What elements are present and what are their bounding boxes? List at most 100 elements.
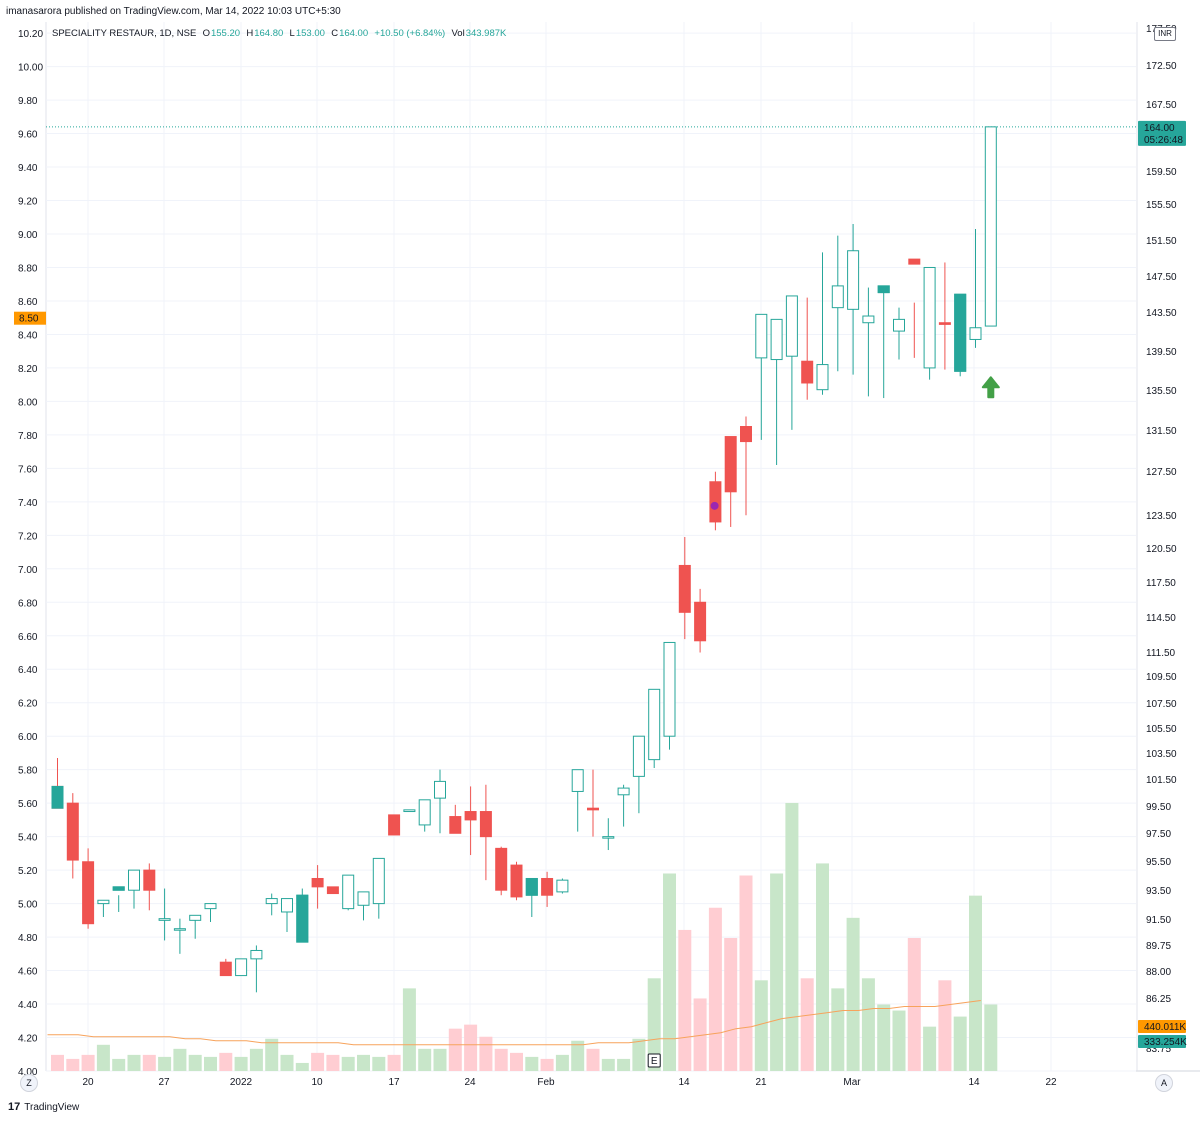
candle-body — [648, 688, 661, 761]
candle-body — [984, 126, 997, 327]
left-axis-tick: 8.80 — [18, 263, 38, 274]
volume-bar — [402, 988, 416, 1071]
right-axis-tick: 139.50 — [1146, 347, 1177, 358]
candle-body — [510, 864, 523, 898]
volume-bar — [724, 937, 738, 1071]
volume-bar — [188, 1054, 202, 1071]
legend-change: +10.50 (+6.84%) — [374, 28, 446, 39]
volume-bar — [907, 937, 921, 1071]
time-axis-label: 10 — [311, 1077, 323, 1088]
volume-bar — [861, 978, 875, 1071]
candle-body — [816, 364, 829, 391]
right-axis-tick: 111.50 — [1146, 648, 1176, 659]
candle-body — [326, 886, 339, 895]
left-axis-tick: 7.60 — [18, 464, 38, 475]
time-axis-label: 27 — [158, 1077, 170, 1088]
candle-body — [785, 295, 798, 357]
right-axis-tick: 107.50 — [1146, 699, 1177, 710]
volume-bar — [831, 988, 845, 1071]
left-axis-tick: 7.00 — [18, 565, 38, 576]
candle-body — [587, 807, 599, 811]
left-axis-tick: 9.00 — [18, 230, 38, 241]
right-axis-tick: 135.50 — [1146, 386, 1177, 397]
left-axis-tick: 7.20 — [18, 531, 38, 542]
right-axis-tick: 151.50 — [1146, 236, 1177, 247]
left-axis-tick: 4.80 — [18, 933, 38, 944]
earnings-marker-icon — [647, 1053, 661, 1068]
left-axis-tick: 9.40 — [18, 163, 38, 174]
right-axis-tick: 131.50 — [1146, 426, 1177, 437]
volume-bar — [770, 873, 784, 1071]
earnings-marker-label: E — [651, 1056, 658, 1067]
legend-open-value: 155.20 — [210, 28, 241, 39]
symbol-legend: SPECIALITY RESTAUR, 1D, NSE O155.20 H164… — [52, 28, 507, 39]
candle-body — [128, 869, 140, 891]
left-axis-tick: 8.40 — [18, 330, 38, 341]
legend-close-label: C — [331, 28, 339, 39]
right-axis-tick: 101.50 — [1146, 775, 1177, 786]
candle-body — [770, 318, 783, 361]
left-axis-tick: 4.60 — [18, 967, 38, 978]
volume-bar — [96, 1044, 110, 1071]
volume-bar — [433, 1048, 447, 1071]
time-axis-label: 21 — [755, 1077, 767, 1088]
volume-bar — [127, 1054, 141, 1071]
candle-body — [571, 769, 584, 792]
candle-body — [342, 874, 355, 910]
currency-badge[interactable]: INR — [1154, 27, 1176, 41]
left-axis-tick: 5.60 — [18, 799, 38, 810]
right-axis-tick: 86.25 — [1146, 994, 1171, 1005]
left-axis-tick: 8.20 — [18, 364, 38, 375]
volume-ma-line — [47, 1000, 981, 1046]
candle-body — [556, 879, 569, 893]
volume-ma-value: 440.011K — [1144, 1022, 1186, 1033]
publisher-text: imanasarora published on TradingView.com… — [6, 6, 341, 17]
volume-bar — [555, 1054, 569, 1071]
right-axis-tick: 91.50 — [1146, 915, 1171, 926]
candle-body — [357, 891, 370, 906]
right-axis-tick: 97.50 — [1146, 829, 1171, 840]
candle-body — [235, 958, 248, 977]
candle-body — [678, 564, 691, 613]
candle-body — [204, 903, 217, 910]
right-axis-tick: 89.75 — [1146, 941, 1171, 952]
left-axis-tick: 6.20 — [18, 699, 38, 710]
right-axis-tick: 159.50 — [1146, 167, 1177, 178]
auto-scale-button[interactable]: A — [1155, 1074, 1173, 1092]
candle-body — [311, 877, 324, 888]
left-axis-tick: 5.80 — [18, 766, 38, 777]
time-axis-label: 24 — [464, 1077, 476, 1088]
legend-high-value: 164.80 — [254, 28, 284, 39]
plot-area — [46, 22, 1136, 1071]
candle-body — [755, 313, 768, 359]
volume-bar — [204, 1056, 217, 1071]
right-axis-tick: 120.50 — [1146, 544, 1177, 555]
legend-open-label: O — [202, 28, 210, 39]
volume-bar — [81, 1054, 95, 1071]
time-axis-area — [0, 1071, 1200, 1097]
zoom-reset-button[interactable]: Z — [20, 1074, 38, 1092]
volume-bar — [142, 1054, 156, 1071]
volume-bar — [601, 1058, 615, 1071]
candle-body — [464, 811, 477, 821]
candle-body — [143, 869, 156, 891]
left-axis-tick: 4.20 — [18, 1034, 38, 1045]
volume-bar — [984, 1004, 998, 1071]
candle-body-solid — [296, 894, 309, 943]
candle-body — [694, 601, 707, 642]
volume-bar — [938, 980, 952, 1071]
candle-body — [893, 318, 905, 332]
candle-body — [82, 861, 95, 925]
candle-body — [923, 266, 936, 369]
left-axis-tick: 6.80 — [18, 598, 38, 609]
volume-bar — [51, 1054, 64, 1071]
candle-body — [862, 315, 875, 324]
left-axis-tick: 6.40 — [18, 665, 38, 676]
volume-bar — [372, 1056, 386, 1071]
left-axis-highlight — [14, 311, 46, 325]
volume-bar — [617, 1058, 631, 1071]
volume-bar — [418, 1048, 432, 1071]
candle-body — [908, 258, 921, 265]
right-axis-tick: 114.50 — [1146, 613, 1176, 624]
